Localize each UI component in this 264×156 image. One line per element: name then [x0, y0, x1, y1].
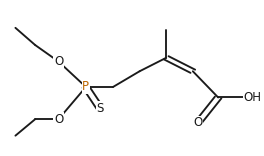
Text: O: O — [54, 113, 63, 126]
Text: OH: OH — [243, 91, 262, 104]
Text: P: P — [82, 80, 89, 93]
Text: O: O — [54, 55, 63, 68]
Text: S: S — [97, 102, 104, 115]
Text: O: O — [193, 116, 202, 129]
